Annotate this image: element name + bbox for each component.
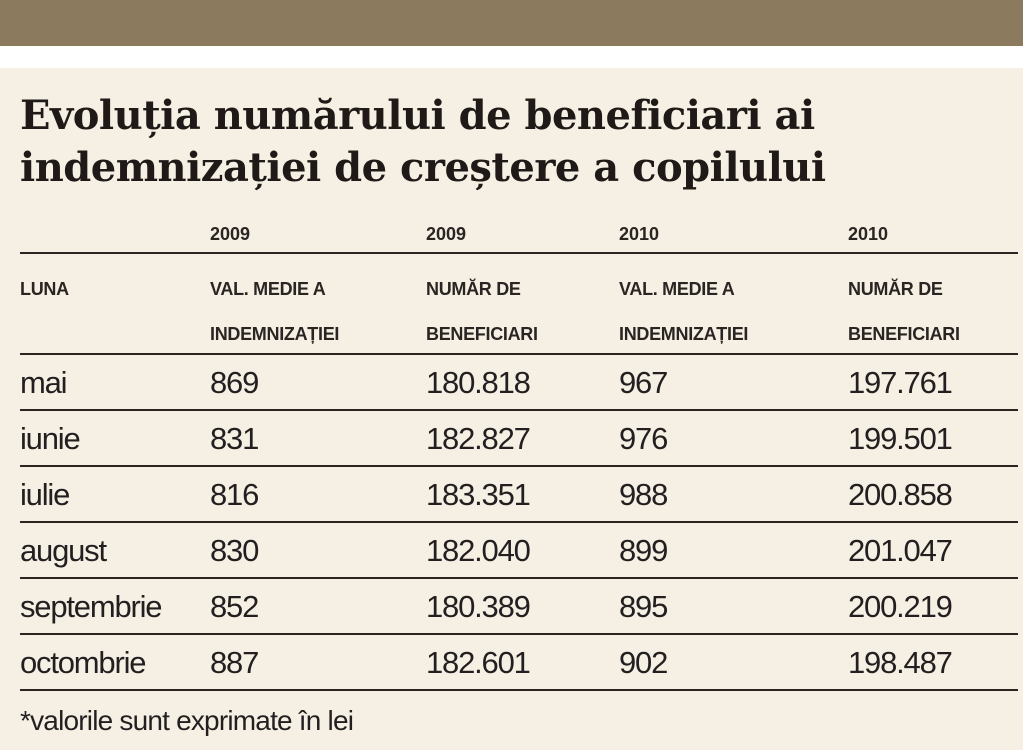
header-ben2009-cell: NUMĂR DE BENEFICIARI	[426, 254, 619, 353]
header-luna: LUNA	[20, 279, 69, 299]
ben2010-cell: 197.761	[848, 365, 953, 400]
val2010-cell: 902	[619, 645, 668, 680]
header-val2009-line1: VAL. MEDIE A	[210, 279, 326, 299]
header-val2009-cell: VAL. MEDIE A INDEMNIZAȚIEI	[210, 254, 426, 353]
header-val2010-cell: VAL. MEDIE A INDEMNIZAȚIEI	[619, 254, 848, 353]
val2010-cell: 899	[619, 533, 668, 568]
header-val2009-line2: INDEMNIZAȚIEI	[210, 324, 340, 344]
month-cell: octombrie	[20, 645, 147, 680]
val2009-cell: 852	[210, 589, 259, 624]
ben2010-cell: 201.047	[848, 533, 953, 568]
table-row: octombrie 887 182.601 902 198.487	[20, 635, 1018, 691]
val2009-cell: 831	[210, 421, 259, 456]
page-title: Evoluția numărului de beneficiari ai ind…	[20, 92, 826, 191]
val2009-cell: 830	[210, 533, 259, 568]
top-bar	[0, 0, 1023, 46]
month-cell: iulie	[20, 477, 70, 512]
month-cell: august	[20, 533, 107, 568]
header-val2010-line1: VAL. MEDIE A	[619, 279, 735, 299]
month-cell: iunie	[20, 421, 81, 456]
header-ben2010-line2: BENEFICIARI	[848, 324, 960, 344]
header-luna-cell: LUNA	[20, 254, 210, 353]
ben2009-cell: 183.351	[426, 477, 531, 512]
table-row: septembrie 852 180.389 895 200.219	[20, 579, 1018, 635]
table-row: iulie 816 183.351 988 200.858	[20, 467, 1018, 523]
ben2009-cell: 182.827	[426, 421, 531, 456]
footnote: *valorile sunt exprimate în lei	[20, 705, 354, 736]
table-row: iunie 831 182.827 976 199.501	[20, 411, 1018, 467]
val2010-cell: 895	[619, 589, 668, 624]
ben2010-cell: 198.487	[848, 645, 953, 680]
white-gap	[0, 46, 1023, 68]
header-ben2009-line2: BENEFICIARI	[426, 324, 538, 344]
month-cell: septembrie	[20, 589, 163, 624]
header-ben2010-cell: NUMĂR DE BENEFICIARI	[848, 254, 1018, 353]
year-label-3: 2010	[619, 224, 660, 244]
val2009-cell: 869	[210, 365, 259, 400]
ben2010-cell: 199.501	[848, 421, 953, 456]
header-val2010-line2: INDEMNIZAȚIEI	[619, 324, 749, 344]
val2009-cell: 887	[210, 645, 259, 680]
table-row: mai 869 180.818 967 197.761	[20, 355, 1018, 411]
val2010-cell: 988	[619, 477, 668, 512]
ben2009-cell: 182.040	[426, 533, 531, 568]
table-row: august 830 182.040 899 201.047	[20, 523, 1018, 579]
year-label-1: 2009	[210, 224, 251, 244]
month-cell: mai	[20, 365, 68, 400]
header-ben2009-line1: NUMĂR DE	[426, 279, 521, 299]
val2010-cell: 967	[619, 365, 668, 400]
data-table: 2009 2009 2010 2010 LUNA VAL. MEDIE A IN…	[20, 210, 1018, 691]
val2010-cell: 976	[619, 421, 668, 456]
year-label-4: 2010	[848, 224, 889, 244]
val2009-cell: 816	[210, 477, 259, 512]
year-label-2: 2009	[426, 224, 467, 244]
year-header-row: 2009 2009 2010 2010	[20, 210, 1018, 254]
ben2010-cell: 200.219	[848, 589, 953, 624]
ben2009-cell: 182.601	[426, 645, 531, 680]
column-header-row: LUNA VAL. MEDIE A INDEMNIZAȚIEI NUMĂR DE…	[20, 254, 1018, 355]
ben2010-cell: 200.858	[848, 477, 953, 512]
ben2009-cell: 180.818	[426, 365, 531, 400]
ben2009-cell: 180.389	[426, 589, 531, 624]
header-ben2010-line1: NUMĂR DE	[848, 279, 943, 299]
year-empty-cell	[20, 210, 210, 252]
